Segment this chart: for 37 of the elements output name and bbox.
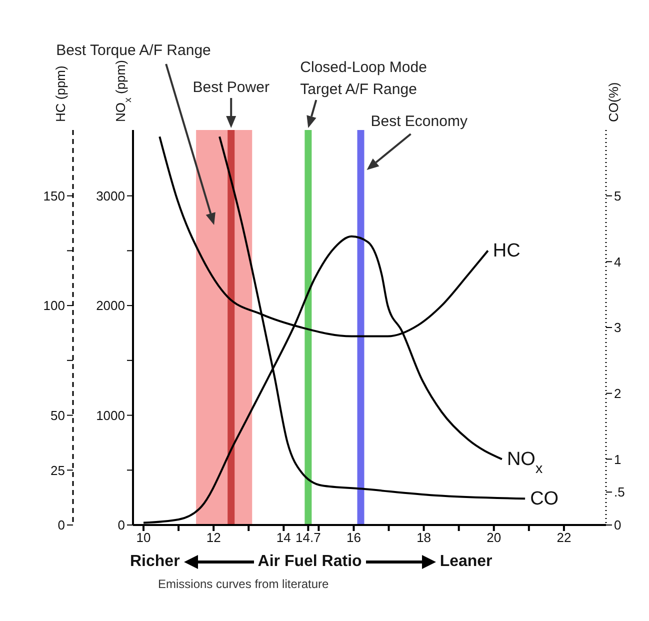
x-tick-label: 12: [206, 530, 221, 546]
text: Leaner: [440, 553, 492, 571]
y2-tick-label: 50: [50, 408, 65, 423]
y-tick-label: 1000: [96, 408, 125, 423]
text: Richer: [130, 553, 180, 571]
y3-tick-label: 5: [614, 188, 622, 204]
y2-tick-label: 100: [43, 298, 65, 314]
y3-tick-label: 0: [614, 518, 622, 533]
series-label: NO$_{x}$: [506, 449, 543, 478]
x-tick-label: 22: [556, 530, 572, 546]
x-tick-label: 16: [346, 530, 361, 546]
y3-tick-label: .5: [614, 484, 625, 500]
x-tick-label: 20: [486, 530, 502, 546]
y3-tick-label: 1: [614, 452, 622, 467]
series-label: HC: [492, 240, 520, 262]
x-tick-label: 14: [276, 530, 291, 546]
x-tick-label: 10: [136, 530, 151, 546]
y3-tick-label: 4: [614, 254, 622, 270]
x-axis-title: Air Fuel Ratio: [258, 553, 362, 571]
band-label: Best Torque A/F Range: [56, 42, 211, 59]
y3-tick-label: 3: [614, 320, 622, 336]
ref-line-label: Best Economy: [370, 113, 468, 130]
y3-axis-title: CO(%): [606, 82, 621, 122]
series-label: CO: [530, 488, 559, 510]
ref-line-label: Closed-Loop Mode Target A/F Range: [300, 59, 427, 98]
y3-tick-label: 2: [614, 386, 622, 401]
y-tick-label: 3000: [96, 188, 125, 204]
x-tick-label: 18: [416, 530, 432, 546]
ref-line-label: Best Power: [192, 79, 270, 96]
y2-tick-label: 25: [50, 462, 65, 478]
y-tick-label: 0: [118, 518, 125, 533]
y2-axis-title: HC (ppm): [53, 66, 68, 122]
x-tick-label: 14.7: [296, 530, 321, 546]
y2-tick-label: 150: [43, 188, 65, 204]
text: Emissions curves from literature: [158, 577, 330, 591]
y2-tick-label: 0: [58, 518, 65, 533]
y-tick-label: 2000: [96, 298, 125, 314]
